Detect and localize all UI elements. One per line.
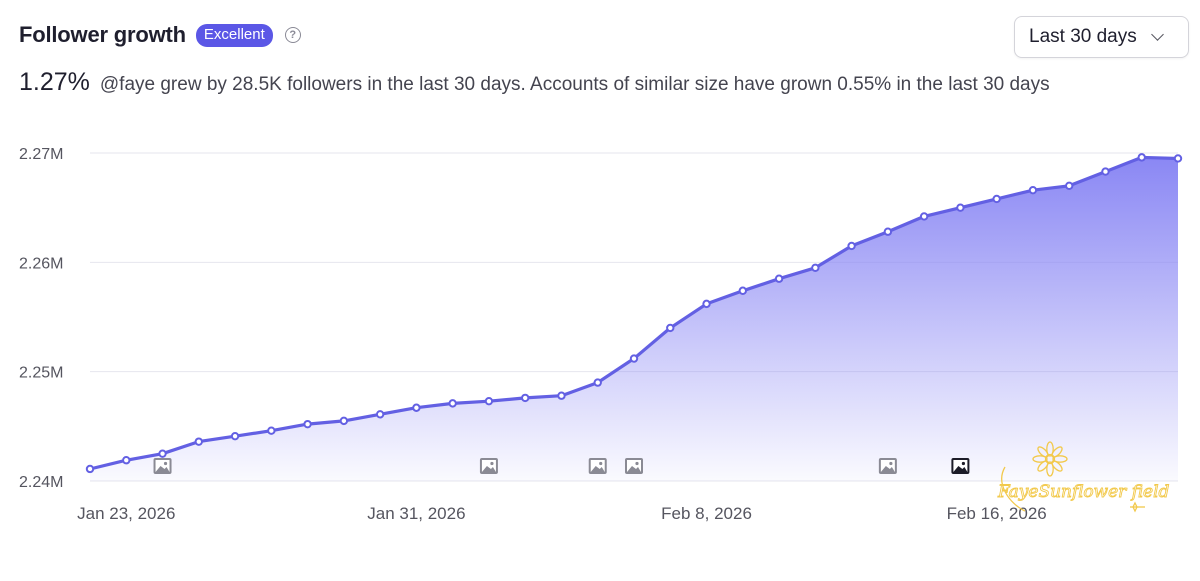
y-tick-label: 2.27M bbox=[19, 146, 63, 163]
watermark-text: FayeSunflower field bbox=[997, 482, 1170, 502]
media-markers bbox=[153, 458, 970, 474]
data-point[interactable] bbox=[521, 393, 530, 403]
data-point[interactable] bbox=[85, 464, 95, 474]
data-point[interactable] bbox=[883, 227, 893, 236]
growth-summary: 1.27% @faye grew by 28.5K followers in t… bbox=[19, 68, 1050, 97]
data-point[interactable] bbox=[738, 286, 747, 295]
status-badge: Excellent bbox=[195, 23, 273, 47]
data-point[interactable] bbox=[303, 419, 312, 429]
data-point[interactable] bbox=[1173, 154, 1183, 163]
data-point[interactable] bbox=[339, 416, 349, 426]
date-range-select[interactable]: Last 30 days bbox=[1014, 16, 1189, 58]
data-point[interactable] bbox=[122, 456, 131, 465]
data-point[interactable] bbox=[194, 437, 204, 446]
data-point[interactable] bbox=[412, 403, 421, 412]
data-point[interactable] bbox=[267, 426, 276, 435]
data-point[interactable] bbox=[230, 431, 240, 441]
data-point[interactable] bbox=[702, 299, 711, 309]
data-point[interactable] bbox=[484, 396, 494, 406]
image-icon[interactable] bbox=[951, 458, 970, 474]
data-point[interactable] bbox=[919, 212, 929, 221]
header: Follower growth Excellent ? bbox=[19, 22, 301, 48]
data-point[interactable] bbox=[811, 263, 820, 272]
data-point[interactable] bbox=[992, 194, 1001, 204]
data-points bbox=[85, 153, 1183, 474]
image-icon[interactable] bbox=[588, 458, 607, 474]
data-point[interactable] bbox=[1101, 167, 1110, 176]
y-tick-label: 2.26M bbox=[19, 255, 63, 272]
y-tick-label: 2.25M bbox=[19, 365, 63, 382]
data-point[interactable] bbox=[629, 354, 639, 363]
y-axis: 2.24M 2.25M 2.26M 2.27M bbox=[19, 146, 63, 491]
data-point[interactable] bbox=[847, 241, 856, 251]
data-point[interactable] bbox=[448, 399, 457, 408]
growth-description: @faye grew by 28.5K followers in the las… bbox=[99, 74, 1050, 95]
x-tick-label: Feb 8, 2026 bbox=[661, 504, 752, 523]
data-point[interactable] bbox=[375, 410, 385, 419]
data-point[interactable] bbox=[557, 391, 566, 400]
data-point[interactable] bbox=[1137, 153, 1146, 162]
x-tick-label: Jan 31, 2026 bbox=[367, 504, 465, 523]
data-point[interactable] bbox=[774, 274, 784, 283]
y-tick-label: 2.24M bbox=[19, 474, 63, 491]
page-title: Follower growth bbox=[19, 22, 186, 47]
data-point[interactable] bbox=[956, 203, 965, 212]
data-point[interactable] bbox=[158, 449, 167, 458]
x-axis: Jan 23, 2026 Jan 31, 2026 Feb 8, 2026 Feb 1… bbox=[77, 504, 1047, 523]
growth-percentage: 1.27% bbox=[19, 68, 90, 96]
date-range-value: Last 30 days bbox=[1029, 26, 1137, 47]
data-point[interactable] bbox=[666, 323, 675, 333]
image-icon[interactable] bbox=[153, 458, 172, 474]
question-circle-icon[interactable]: ? bbox=[284, 27, 301, 43]
x-tick-label: Jan 23, 2026 bbox=[77, 504, 175, 523]
watermark-logo: FayeSunflower field bbox=[997, 441, 1170, 513]
image-icon[interactable] bbox=[479, 458, 498, 474]
data-point[interactable] bbox=[1065, 181, 1074, 191]
area-fill bbox=[90, 157, 1178, 481]
data-point[interactable] bbox=[593, 378, 602, 387]
x-tick-label: Feb 16, 2026 bbox=[947, 504, 1047, 523]
data-point[interactable] bbox=[1028, 185, 1038, 195]
image-icon[interactable] bbox=[625, 458, 643, 474]
image-icon[interactable] bbox=[878, 458, 897, 474]
